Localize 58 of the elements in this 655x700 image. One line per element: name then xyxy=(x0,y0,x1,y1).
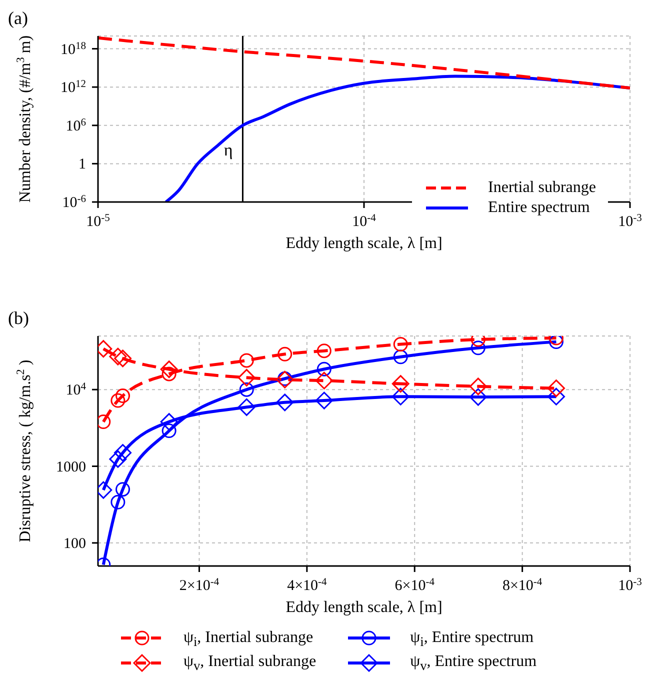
x-tick-label: 8×10$^{-4}$ xyxy=(502,576,543,594)
x-tick-label: 6×10$^{-4}$ xyxy=(394,576,436,594)
chart-title: (a) xyxy=(8,8,29,28)
point xyxy=(116,388,130,404)
point xyxy=(315,372,333,390)
x-axis-title: Eddy length scale, λ [m] xyxy=(286,599,442,616)
point xyxy=(162,424,176,438)
point xyxy=(160,360,178,378)
point xyxy=(276,394,294,412)
x-tick-label: 10$^{-3}$ xyxy=(618,212,642,230)
y-tick-label: 10$^{18}$ xyxy=(60,40,86,58)
y-tick-label: 10$^{4}$ xyxy=(66,381,87,399)
legend-label: ψ$_{v}$, Entire spectrum xyxy=(410,653,537,674)
point xyxy=(116,482,130,497)
point xyxy=(469,378,487,396)
point xyxy=(109,450,127,468)
ref-line-label: η xyxy=(224,140,233,160)
y-tick-label: 100 xyxy=(64,536,86,552)
x-axis-title: Eddy length scale, λ [m] xyxy=(286,235,442,252)
point xyxy=(114,444,132,462)
point xyxy=(392,388,410,406)
point xyxy=(316,344,332,358)
x-tick-label: 10$^{-3}$ xyxy=(618,576,642,594)
legend-label: ψ$_{i}$, Inertial subrange xyxy=(183,629,314,650)
point xyxy=(315,392,333,410)
point xyxy=(114,350,132,368)
point xyxy=(316,362,332,376)
point xyxy=(110,494,126,510)
point xyxy=(393,337,408,352)
point xyxy=(470,340,486,356)
x-tick-label: 4×10$^{-4}$ xyxy=(287,576,328,594)
x-tick-label: 10$^{-4}$ xyxy=(352,212,377,230)
point xyxy=(160,413,178,431)
point xyxy=(547,388,565,406)
point xyxy=(239,353,254,368)
point xyxy=(548,336,564,350)
point xyxy=(238,368,256,386)
point xyxy=(109,348,127,366)
point xyxy=(278,346,292,362)
x-tick-label: 10$^{-5}$ xyxy=(86,212,110,230)
y-tick-label: 1 xyxy=(78,156,86,173)
y-tick-label: 10$^{-6}$ xyxy=(62,194,86,211)
point xyxy=(393,350,408,364)
legend-label: Entire spectrum xyxy=(488,199,590,216)
point xyxy=(392,375,410,393)
legend-label: Inertial subrange xyxy=(488,179,596,196)
y-tick-label: 10$^{6}$ xyxy=(66,116,86,134)
x-tick-label: 2×10$^{-4}$ xyxy=(179,576,220,594)
y-tick-label: 1000 xyxy=(56,459,86,476)
point xyxy=(469,388,487,406)
point xyxy=(110,393,126,408)
y-tick-label: 10$^{12}$ xyxy=(60,78,86,96)
point xyxy=(238,398,256,416)
legend-label: ψ$_{i}$, Entire spectrum xyxy=(410,629,534,650)
legend-label: ψ$_{v}$, Inertial subrange xyxy=(183,653,316,674)
point xyxy=(239,382,254,397)
chart-title: (b) xyxy=(8,308,30,328)
point xyxy=(547,380,565,398)
